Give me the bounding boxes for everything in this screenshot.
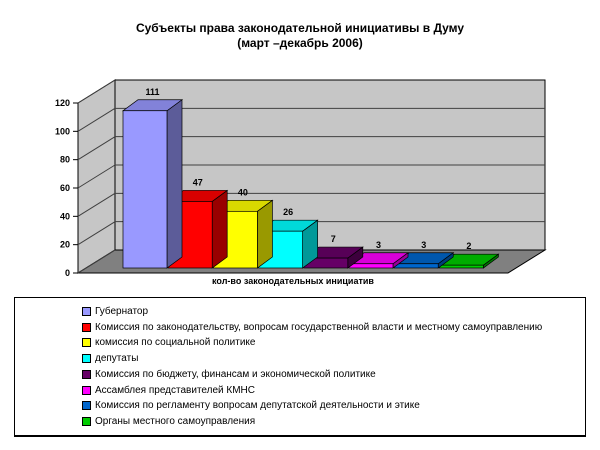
legend-item: Комиссия по регламенту вопросам депутатс… — [82, 400, 581, 411]
legend-label: Ассамблея представителей КМНС — [95, 384, 255, 396]
y-tick-label: 20 — [60, 240, 70, 250]
legend-label: Комиссия по регламенту вопросам депутатс… — [95, 400, 420, 412]
chart-title-line2: (март –декабрь 2006) — [237, 36, 363, 50]
legend-box: Губернатор Комиссия по законодательству, … — [14, 297, 586, 437]
bar-value-label: 3 — [421, 240, 426, 250]
legend-item: Ассамблея представителей КМНС — [82, 385, 581, 396]
gridline-wall — [77, 164, 116, 189]
bar-side — [211, 189, 228, 269]
legend-item: Органы местного самоуправления — [82, 416, 581, 427]
gridline-wall — [77, 107, 116, 132]
y-tick-label: 100 — [55, 126, 70, 136]
bar-value-label: 3 — [376, 240, 381, 250]
plot-area: 0 20 40 60 80 100 120 111 47 40 26 7 3 3 2 — [55, 79, 547, 278]
bar-value-label: 26 — [283, 207, 293, 217]
y-tick-label: 40 — [60, 211, 70, 221]
legend-swatch — [82, 401, 91, 411]
legend-label: Губернатор — [95, 305, 149, 317]
legend-swatch — [82, 322, 91, 332]
gridline-wall — [77, 79, 116, 104]
legend-item: Комиссия по бюджету, финансам и экономич… — [82, 369, 581, 380]
chart-title: Субъекты права законодательной инициатив… — [0, 21, 600, 51]
legend-label: депутаты — [95, 353, 139, 365]
legend-label: Органы местного самоуправления — [95, 416, 256, 428]
legend-label: комиссия по социальной политике — [95, 337, 256, 349]
bar-front — [393, 263, 439, 269]
bar-side — [257, 199, 273, 269]
legend-item: депутаты — [82, 353, 581, 364]
bar-front — [348, 263, 394, 269]
legend-swatch — [82, 369, 91, 379]
legend-item: Губернатор — [82, 306, 581, 317]
y-tick-label: 80 — [60, 155, 70, 165]
bar-value-label: 7 — [331, 234, 336, 244]
gridline-wall — [77, 136, 116, 161]
legend-item: комиссия по социальной политике — [82, 337, 581, 348]
legend-swatch — [82, 306, 91, 316]
legend-swatch — [82, 417, 91, 427]
y-tick-label: 0 — [65, 268, 70, 278]
bar-value-label: 2 — [466, 241, 471, 251]
bar-value-label: 40 — [238, 187, 248, 197]
legend-swatch — [82, 338, 91, 348]
gridline-wall — [77, 221, 116, 246]
bar-side — [166, 99, 183, 269]
bar-value-label: 47 — [193, 177, 203, 187]
legend-swatch — [82, 385, 91, 395]
gridline-wall — [77, 192, 116, 217]
gridline-wall — [77, 249, 116, 274]
x-axis-title: кол-во законодательных инициатив — [212, 276, 374, 286]
bar-front — [122, 110, 168, 269]
legend-label: Комиссия по бюджету, финансам и экономич… — [95, 368, 376, 380]
bar-value-label: 111 — [145, 87, 159, 97]
y-tick-label: 60 — [60, 183, 70, 193]
legend-swatch — [82, 354, 91, 364]
y-tick-label: 120 — [55, 98, 70, 108]
legend-item: Комиссия по законодательству, вопросам г… — [82, 322, 581, 333]
bar-front — [439, 264, 484, 269]
legend-label: Комиссия по законодательству, вопросам г… — [95, 321, 543, 333]
chart-title-line1: Субъекты права законодательной инициатив… — [135, 21, 465, 35]
